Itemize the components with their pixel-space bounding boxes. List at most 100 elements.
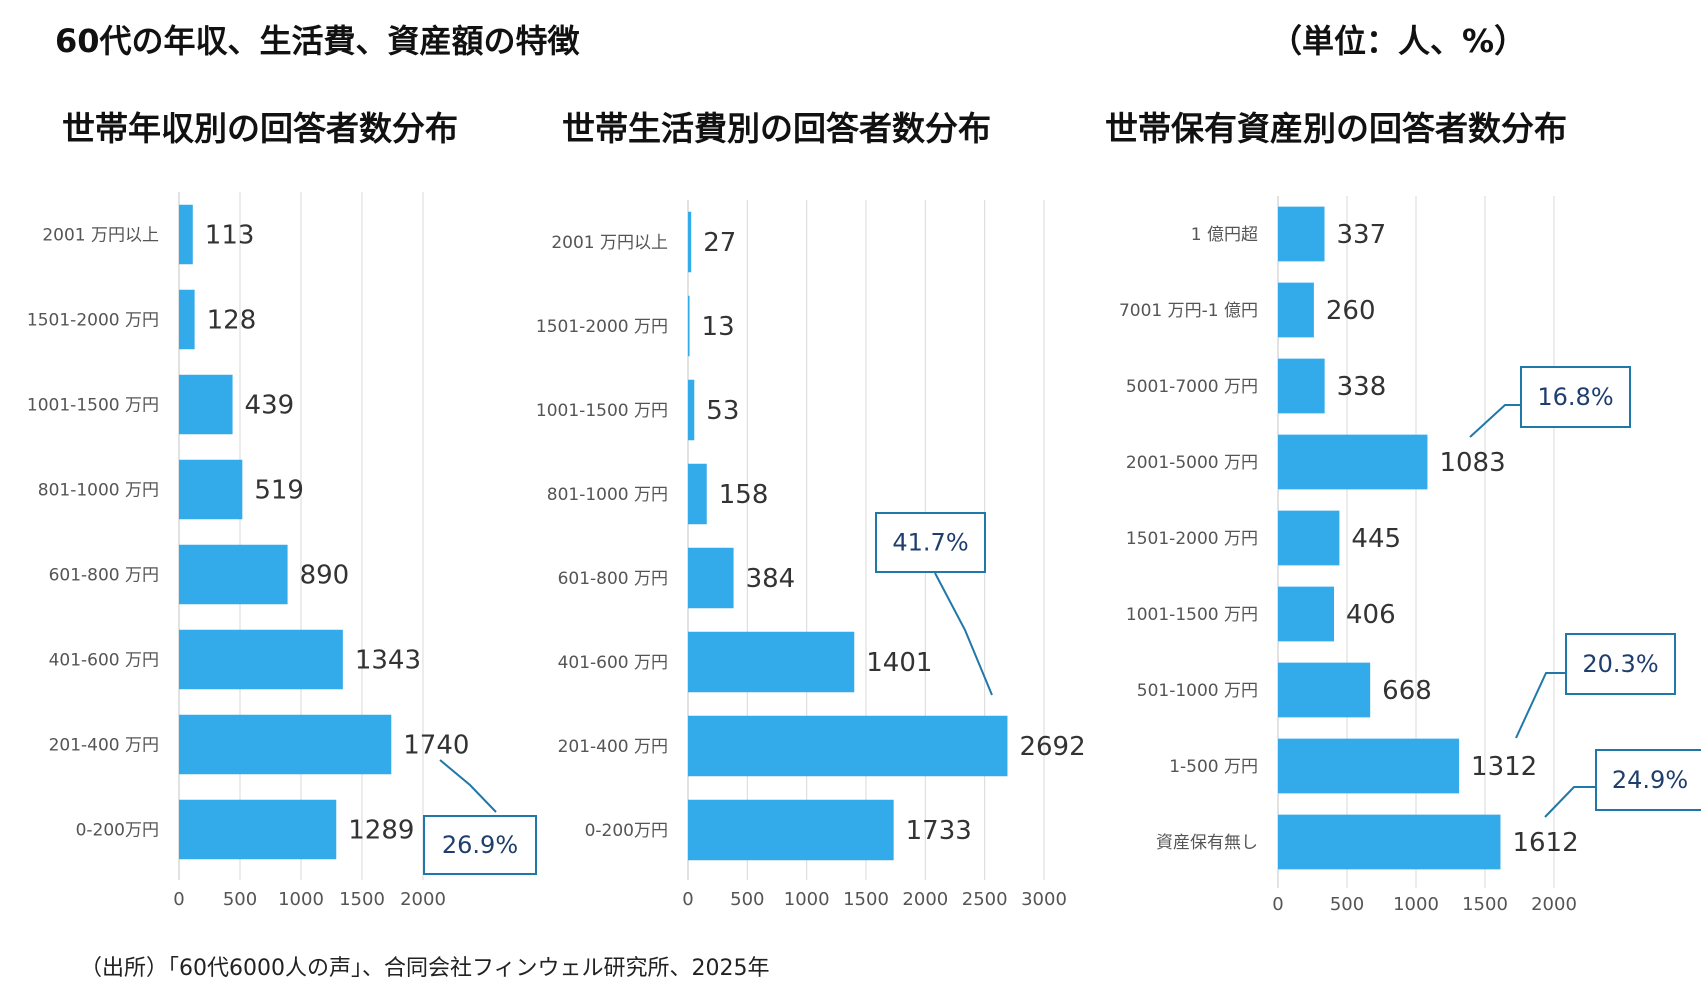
data-label: 668 [1382,676,1432,706]
x-tick-label: 1500 [1462,894,1508,915]
data-label: 13 [702,312,735,342]
bar [179,204,193,265]
category-label: 2001-5000 万円 [1126,453,1258,473]
callout-leader [439,759,497,813]
x-tick-label: 2000 [400,889,446,910]
callout-box [1520,366,1631,428]
data-label: 53 [706,396,739,426]
bar [688,547,734,609]
x-tick-label: 500 [730,889,764,910]
bar [688,715,1008,777]
category-label: 1001-1500 万円 [27,396,159,416]
category-label: 7001 万円-1 億円 [1119,301,1258,321]
callout-box [875,512,986,573]
category-label: 1501-2000 万円 [536,317,668,337]
bar [688,631,855,693]
data-label: 158 [719,480,769,510]
data-label: 1740 [403,731,469,761]
x-tick-label: 1000 [1393,894,1439,915]
category-label: 2001 万円以上 [551,233,668,253]
data-label: 337 [1337,220,1387,250]
bar [688,379,695,441]
data-label: 439 [245,391,295,421]
bar [688,799,894,861]
bar [1278,358,1325,414]
bar [179,289,195,350]
bar [1278,282,1314,338]
callout-label: 20.3% [1582,650,1658,678]
callout-leader [1515,672,1566,739]
category-label: 201-400 万円 [49,736,159,756]
data-label: 128 [207,306,257,336]
data-label: 406 [1346,600,1396,630]
bar [1278,662,1371,718]
callout-box [1595,749,1701,811]
data-label: 1312 [1471,752,1537,782]
callout-box [1565,633,1676,695]
chart-title-income: 世帯年収別の回答者数分布 [62,109,458,148]
category-label: 1 億円超 [1191,225,1258,245]
data-label: 1083 [1439,448,1505,478]
category-label: 0-200万円 [76,821,159,841]
callout-label: 26.9% [442,831,518,859]
data-label: 1289 [348,816,414,846]
category-label: 2001 万円以上 [42,226,159,246]
x-tick-label: 2500 [962,889,1008,910]
bar [179,459,243,520]
bar [1278,586,1335,642]
callout-box [423,815,537,875]
unit-label: （単位：人、%） [1270,22,1527,60]
callout-leader [934,572,993,696]
category-label: 1501-2000 万円 [27,311,159,331]
chart-title-expenses: 世帯生活費別の回答者数分布 [562,109,991,148]
data-label: 27 [703,228,736,258]
bar [179,374,233,435]
data-label: 890 [300,561,350,591]
x-tick-label: 0 [682,889,693,910]
data-label: 1401 [866,648,932,678]
bar [179,544,288,605]
callout-label: 41.7% [892,529,968,557]
x-tick-label: 2000 [902,889,948,910]
bar [1278,738,1460,794]
bar [179,714,392,775]
x-tick-label: 1500 [339,889,385,910]
category-label: 1001-1500 万円 [536,401,668,421]
x-tick-label: 500 [1330,894,1364,915]
data-label: 1343 [355,646,421,676]
category-label: 601-800 万円 [49,566,159,586]
callout-leader [1469,404,1521,438]
bar [1278,814,1501,870]
category-label: 801-1000 万円 [38,481,159,501]
bar [688,463,707,525]
chart-title-assets: 世帯保有資産別の回答者数分布 [1105,109,1567,148]
bar [1278,206,1325,262]
category-label: 401-600 万円 [49,651,159,671]
bar [688,295,690,357]
category-label: 601-800 万円 [558,569,668,589]
bar [1278,434,1428,490]
data-label: 1733 [906,816,972,846]
x-tick-label: 1000 [278,889,324,910]
category-label: 資産保有無し [1156,833,1258,853]
callout-label: 24.9% [1612,766,1688,794]
x-tick-label: 1000 [784,889,830,910]
category-label: 501-1000 万円 [1137,681,1258,701]
data-label: 2692 [1019,732,1085,762]
data-label: 445 [1351,524,1401,554]
bar [1278,510,1340,566]
x-tick-label: 1500 [843,889,889,910]
x-tick-label: 3000 [1021,889,1067,910]
data-label: 260 [1326,296,1376,326]
bar [179,799,337,860]
category-label: 1001-1500 万円 [1126,605,1258,625]
callout-leader [1544,786,1596,818]
category-label: 5001-7000 万円 [1126,377,1258,397]
data-label: 384 [746,564,796,594]
main-title: 60代の年収、生活費、資産額の特徴 [55,22,580,60]
data-label: 1612 [1512,828,1578,858]
x-tick-label: 0 [173,889,184,910]
data-label: 113 [205,221,255,251]
bar [179,629,343,690]
